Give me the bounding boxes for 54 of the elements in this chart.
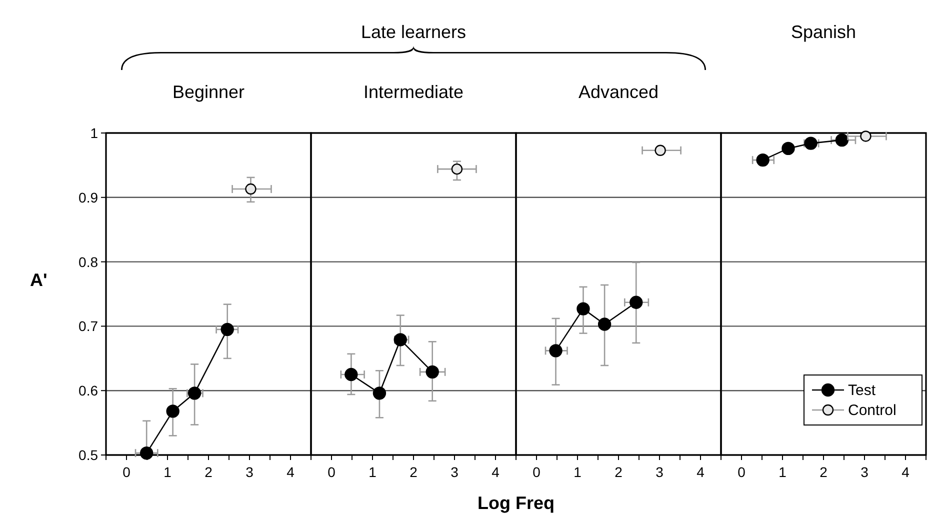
- x-tick-label: 1: [368, 464, 377, 480]
- x-tick-label: 1: [778, 464, 787, 480]
- point: [630, 296, 643, 309]
- point: [166, 404, 180, 418]
- x-tick-label: 0: [328, 464, 336, 480]
- x-tick-label: 3: [656, 464, 664, 480]
- y-axis-title: A': [30, 270, 48, 290]
- point: [451, 163, 463, 175]
- point: [426, 365, 439, 379]
- y-tick-label: 0.5: [78, 447, 98, 463]
- y-tick-label: 0.6: [78, 382, 98, 399]
- point: [394, 333, 407, 346]
- x-tick-label: 0: [122, 464, 131, 480]
- x-tick-label: 4: [902, 464, 910, 480]
- point: [372, 386, 386, 400]
- x-tick-label: 1: [574, 464, 582, 480]
- chart-title: Advanced: [578, 82, 659, 102]
- x-tick-label: 3: [860, 464, 869, 480]
- point: [344, 368, 358, 382]
- x-tick-label: 3: [246, 464, 254, 480]
- legend-label: Test: [848, 382, 876, 399]
- point: [598, 318, 612, 331]
- point: [654, 144, 666, 156]
- point: [860, 130, 872, 142]
- legend-label: Control: [848, 402, 896, 419]
- point: [245, 183, 256, 195]
- y-tick-label: 0.7: [78, 318, 98, 334]
- x-tick-label: 1: [164, 464, 172, 480]
- chart-title: Spanish: [790, 22, 856, 42]
- x-tick-label: 4: [492, 464, 500, 480]
- x-tick-label: 2: [410, 464, 418, 480]
- x-tick-label: 2: [204, 464, 213, 480]
- x-tick-label: 0: [738, 464, 746, 480]
- point: [756, 153, 770, 167]
- chart-title: Intermediate: [363, 82, 464, 102]
- x-tick-label: 2: [820, 464, 828, 480]
- x-tick-label: 4: [286, 464, 295, 480]
- point: [835, 133, 849, 147]
- y-tick-label: 0.9: [78, 189, 98, 206]
- point: [782, 142, 795, 156]
- point: [220, 322, 234, 336]
- point: [576, 302, 590, 316]
- text: Late learners: [360, 22, 466, 42]
- point: [549, 344, 562, 358]
- x-axis-title: Log Freq: [478, 493, 554, 513]
- y-tick-label: 1: [90, 125, 98, 141]
- x-tick-label: 4: [696, 464, 705, 480]
- chart-title: Beginner: [172, 82, 245, 102]
- point: [140, 446, 154, 460]
- point: [188, 386, 202, 400]
- x-tick-label: 3: [450, 464, 459, 480]
- y-tick-label: 0.8: [78, 254, 98, 270]
- x-tick-label: 2: [614, 464, 623, 480]
- x-tick-label: 0: [532, 464, 541, 480]
